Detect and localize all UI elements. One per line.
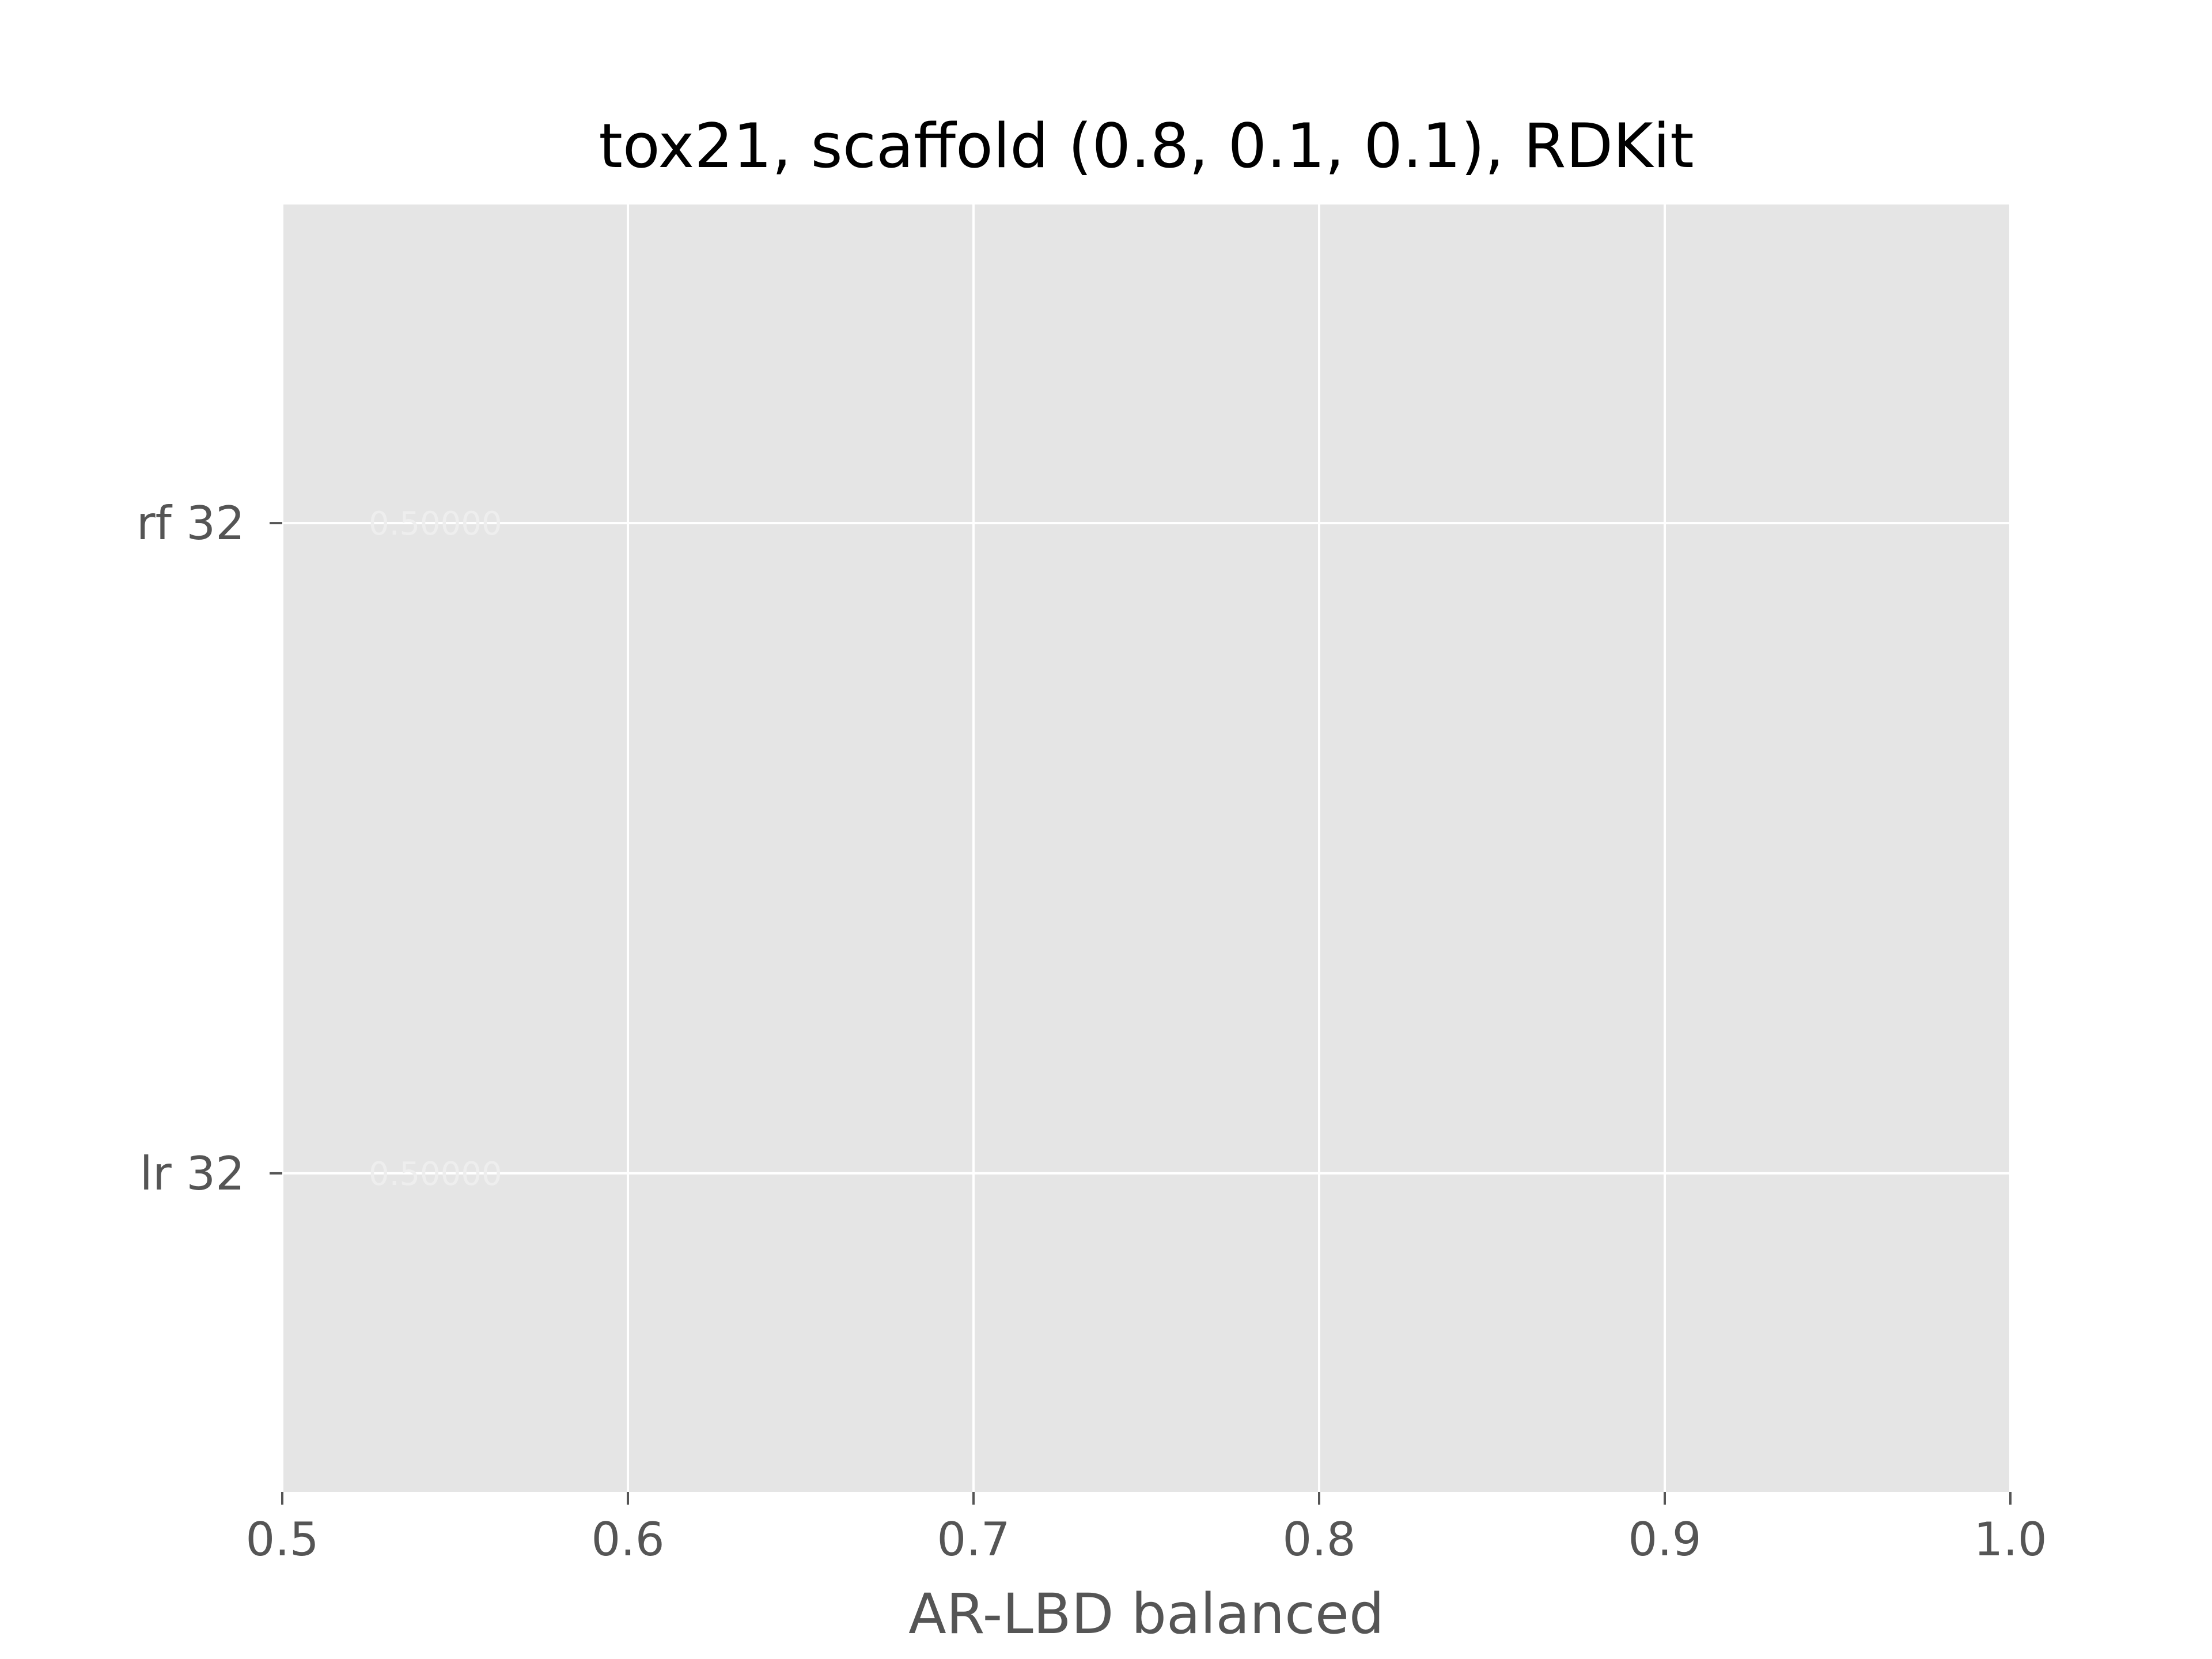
data-label: 0.50000 bbox=[369, 505, 502, 543]
x-tick-label: 0.6 bbox=[591, 1513, 664, 1566]
x-tick-label: 0.9 bbox=[1628, 1513, 1701, 1566]
x-axis-ticks: 0.5 0.6 0.7 0.8 0.9 1.0 bbox=[245, 1492, 2047, 1566]
y-tick-label: rf 32 bbox=[137, 497, 245, 550]
x-tick-label: 0.5 bbox=[245, 1513, 319, 1566]
x-axis-label: AR-LBD balanced bbox=[908, 1582, 1384, 1646]
chart-title: tox21, scaffold (0.8, 0.1, 0.1), RDKit bbox=[599, 111, 1694, 181]
data-labels: 0.50000 0.50000 bbox=[369, 505, 502, 1193]
x-tick-label: 0.7 bbox=[937, 1513, 1010, 1566]
x-tick-label: 1.0 bbox=[1974, 1513, 2047, 1566]
y-tick-label: lr 32 bbox=[140, 1147, 245, 1200]
data-label: 0.50000 bbox=[369, 1156, 502, 1193]
y-axis-ticks: lr 32 rf 32 bbox=[137, 497, 282, 1200]
grid bbox=[281, 204, 2012, 1492]
plot-area bbox=[282, 204, 2010, 1492]
x-tick-label: 0.8 bbox=[1282, 1513, 1355, 1566]
